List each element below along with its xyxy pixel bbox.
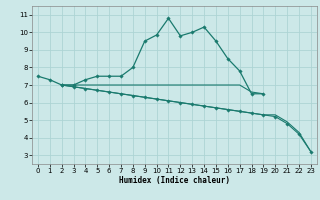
X-axis label: Humidex (Indice chaleur): Humidex (Indice chaleur) [119, 176, 230, 185]
